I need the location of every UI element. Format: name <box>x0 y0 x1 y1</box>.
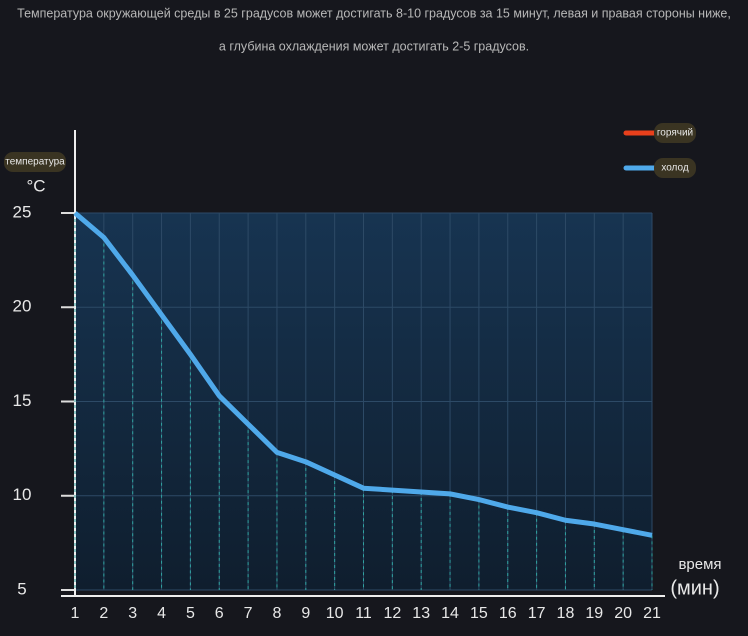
y-tick-label: 15 <box>13 391 32 410</box>
x-tick-label: 14 <box>441 605 459 622</box>
x-tick-label: 20 <box>614 605 632 622</box>
x-tick-label: 15 <box>470 605 488 622</box>
y-label-badge <box>4 152 66 172</box>
x-tick-label: 2 <box>99 605 108 622</box>
x-tick-label: 16 <box>499 605 517 622</box>
x-tick-label: 1 <box>71 605 80 622</box>
x-tick-label: 21 <box>643 605 661 622</box>
y-tick-label: 20 <box>13 297 32 316</box>
x-tick-label: 8 <box>272 605 281 622</box>
x-tick-label: 7 <box>244 605 253 622</box>
x-tick-label: 4 <box>157 605 166 622</box>
x-tick-label: 11 <box>355 605 372 622</box>
x-tick-label: 3 <box>128 605 137 622</box>
legend-badge <box>654 158 696 178</box>
legend-label: горячий <box>657 128 693 139</box>
y-tick-label: 25 <box>13 202 32 221</box>
x-tick-label: 5 <box>186 605 195 622</box>
y-tick-label: 5 <box>17 579 26 598</box>
legend-label: холод <box>661 163 689 174</box>
chart-subtitle: а глубина охлаждения может достигать 2-5… <box>219 39 529 53</box>
legend-badge <box>654 123 696 143</box>
y-unit: °C <box>26 176 45 195</box>
x-tick-label: 6 <box>215 605 224 622</box>
x-tick-label: 10 <box>326 605 344 622</box>
x-tick-label: 9 <box>301 605 310 622</box>
x-tick-label: 13 <box>412 605 430 622</box>
y-tick-label: 10 <box>13 485 32 504</box>
x-tick-label: 12 <box>383 605 401 622</box>
x-label: время <box>678 556 721 573</box>
series-line <box>73 211 653 538</box>
x-tick-label: 19 <box>585 605 603 622</box>
x-unit: (мин) <box>670 577 719 599</box>
x-tick-label: 17 <box>528 605 546 622</box>
chart-title: Температура окружающей среды в 25 градус… <box>17 6 731 20</box>
y-label: температура <box>5 157 65 168</box>
x-tick-label: 18 <box>557 605 575 622</box>
